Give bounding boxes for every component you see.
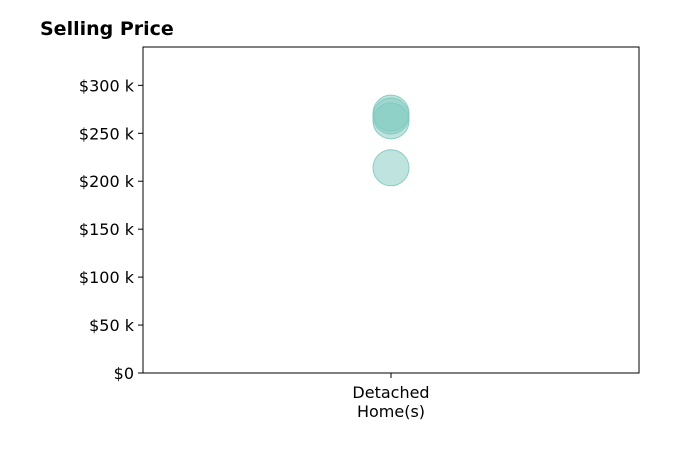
y-tick-label: $50 k: [89, 316, 135, 335]
x-tick-label: Home(s): [357, 402, 425, 421]
chart-title: Selling Price: [40, 18, 174, 40]
y-tick-label: $0: [114, 364, 134, 383]
y-tick-label: $300 k: [79, 76, 135, 95]
x-tick-label: Detached: [352, 383, 429, 402]
y-tick-label: $200 k: [79, 172, 135, 191]
y-tick-label: $150 k: [79, 220, 135, 239]
data-point: [372, 102, 410, 140]
y-tick-label: $250 k: [79, 124, 135, 143]
data-point: [372, 149, 410, 187]
plot-area: $0 $50 k $100 k $150 k $200 k $250 k $300 k Det…: [79, 46, 640, 421]
y-tick-label: $100 k: [79, 268, 135, 287]
